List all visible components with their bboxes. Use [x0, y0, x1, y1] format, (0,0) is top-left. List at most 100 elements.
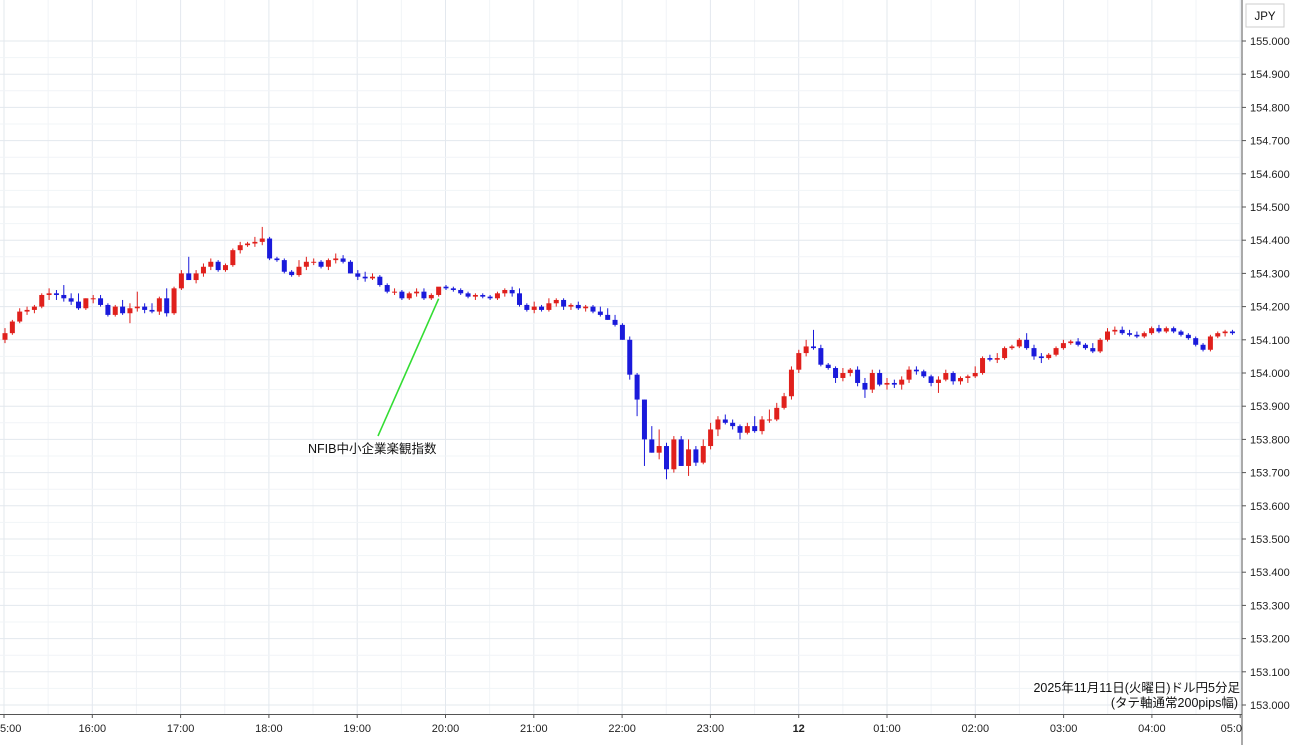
y-tick-label: 153.500	[1250, 534, 1290, 546]
candle-up	[935, 376, 941, 393]
candle-down	[142, 303, 148, 314]
candle-body	[362, 276, 368, 279]
candle-up	[252, 236, 258, 247]
candle-up	[840, 368, 846, 382]
candle-up	[972, 366, 978, 378]
candle-down	[627, 336, 633, 380]
candle-down	[399, 290, 405, 300]
candle-up	[156, 296, 162, 315]
candle-up	[208, 258, 214, 271]
candle-body	[825, 364, 831, 369]
candle-up	[230, 248, 236, 267]
candle-down	[480, 293, 486, 299]
candle-up	[259, 226, 265, 246]
candle-down	[825, 363, 831, 370]
candle-body	[31, 306, 37, 310]
candle-down	[855, 366, 861, 387]
candle-down	[76, 293, 81, 310]
y-tick-label: 153.200	[1250, 634, 1290, 646]
candle-body	[53, 293, 59, 295]
candle-body	[561, 299, 567, 307]
candle-body	[840, 373, 846, 378]
candle-body	[9, 321, 15, 334]
candle-down	[737, 424, 743, 440]
candle-down	[340, 255, 346, 264]
candle-down	[664, 442, 669, 480]
candle-down	[1127, 329, 1133, 337]
candle-up	[884, 377, 890, 390]
candle-up	[414, 288, 420, 297]
candle-body	[715, 419, 721, 430]
candle-up	[656, 429, 662, 460]
candle-down	[649, 426, 655, 453]
candle-body	[987, 358, 993, 360]
candle-up	[370, 273, 375, 281]
candle-body	[98, 298, 104, 305]
candle-up	[178, 270, 184, 290]
candle-up	[392, 288, 398, 295]
candle-body	[818, 348, 824, 365]
candle-body	[134, 306, 140, 309]
candle-body	[921, 371, 927, 377]
y-tick-label: 154.500	[1250, 202, 1290, 214]
candle-down	[862, 377, 868, 398]
candle-down	[1171, 326, 1177, 334]
candle-body	[1075, 341, 1081, 345]
y-tick-label: 153.000	[1250, 700, 1290, 712]
candle-down	[1031, 344, 1037, 360]
candle-body	[267, 238, 273, 259]
candle-body	[1207, 336, 1213, 350]
candle-body	[803, 346, 809, 354]
x-tick-label: 17:00	[167, 723, 195, 735]
candle-body	[1016, 339, 1022, 347]
candle-up	[406, 291, 412, 300]
candle-body	[1178, 331, 1184, 335]
candle-down	[561, 298, 567, 310]
candle-down	[641, 399, 647, 466]
candle-body	[913, 369, 919, 372]
candle-body	[906, 369, 912, 380]
candle-up	[1149, 326, 1155, 335]
y-tick-label: 154.300	[1250, 268, 1290, 280]
candle-body	[487, 296, 493, 299]
candle-down	[575, 301, 581, 310]
candle-up	[31, 304, 37, 314]
candle-down	[509, 286, 515, 297]
candle-down	[1075, 338, 1081, 347]
candle-up	[1060, 339, 1066, 350]
candle-up	[1112, 326, 1118, 335]
candle-up	[965, 374, 971, 383]
candle-up	[958, 376, 963, 385]
candle-body	[289, 271, 295, 276]
candle-up	[980, 356, 986, 375]
candle-down	[517, 288, 522, 307]
candle-down	[752, 416, 758, 433]
candle-body	[399, 291, 405, 299]
candle-body	[193, 273, 199, 281]
y-tick-label: 154.800	[1250, 102, 1290, 114]
candle-up	[494, 291, 500, 300]
candle-body	[884, 382, 890, 385]
x-tick-label: 04:00	[1138, 723, 1166, 735]
candle-body	[994, 358, 1000, 360]
candle-body	[928, 376, 934, 383]
candle-up	[436, 286, 442, 297]
candle-body	[494, 293, 500, 299]
candle-body	[781, 396, 787, 408]
candle-body	[766, 419, 772, 421]
candle-body	[39, 294, 45, 307]
candle-up	[237, 241, 243, 254]
candle-down	[597, 306, 603, 317]
candle-down	[1024, 333, 1030, 350]
candle-body	[1193, 338, 1199, 345]
candle-up	[671, 436, 677, 473]
candle-body	[245, 243, 251, 246]
candle-down	[347, 260, 353, 274]
candle-down	[722, 414, 728, 425]
candle-body	[24, 309, 30, 312]
candle-body	[2, 333, 8, 340]
candle-up	[90, 294, 96, 304]
candle-body	[649, 439, 655, 453]
annotation-group: NFIB中小企業楽観指数	[308, 298, 440, 456]
candle-body	[950, 373, 956, 382]
